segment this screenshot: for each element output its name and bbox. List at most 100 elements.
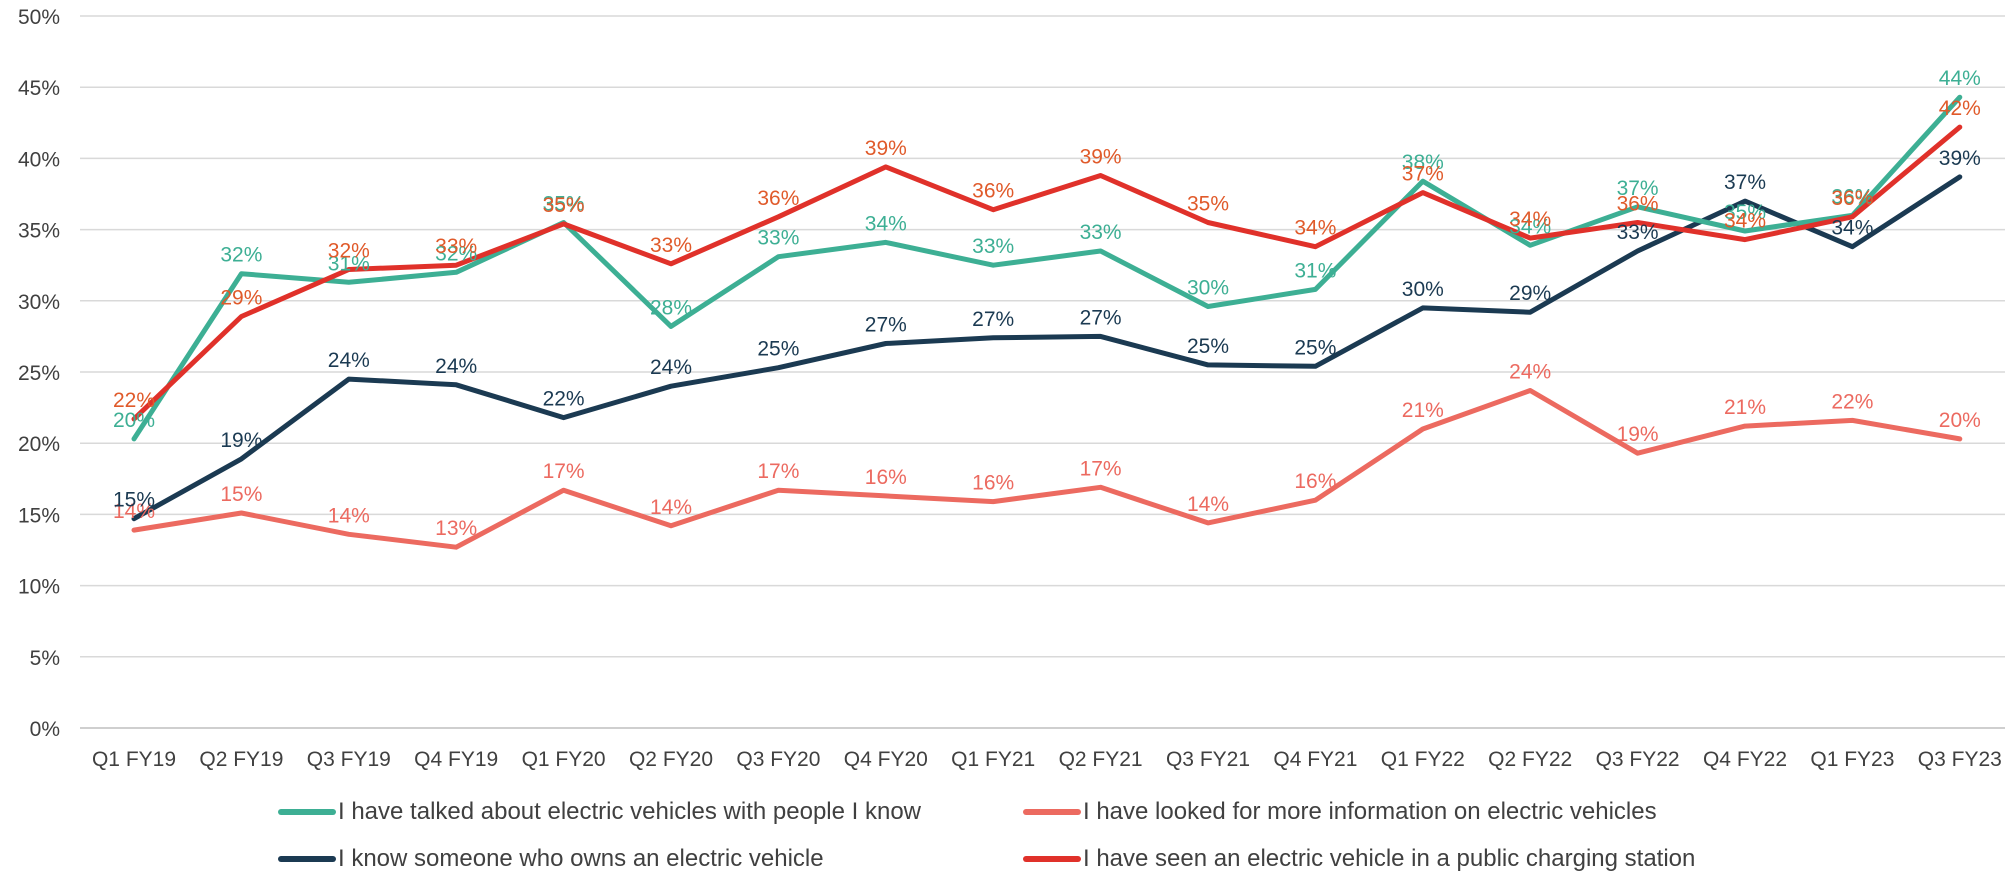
- legend-swatch-know-owner: [278, 856, 336, 862]
- data-label: 14%: [113, 500, 155, 523]
- y-tick-label: 45%: [18, 77, 60, 100]
- data-label: 39%: [865, 137, 907, 160]
- x-tick-label: Q4 FY21: [1273, 748, 1357, 771]
- data-label: 34%: [1509, 208, 1551, 231]
- data-label: 16%: [865, 466, 907, 489]
- data-label: 35%: [543, 192, 585, 215]
- data-label: 33%: [1617, 221, 1659, 244]
- data-label: 22%: [1831, 390, 1873, 413]
- data-label: 22%: [113, 389, 155, 412]
- gridlines: [80, 15, 2005, 729]
- data-label: 27%: [972, 308, 1014, 331]
- x-axis-ticks: Q1 FY19 Q2 FY19 Q3 FY19 Q4 FY19 Q1 FY20 Q2 FY…: [92, 748, 2002, 771]
- y-tick-label: 20%: [18, 433, 60, 456]
- data-label: 14%: [328, 504, 370, 527]
- legend-label-talked: I have talked about electric vehicles wi…: [338, 798, 921, 825]
- series-line: [131, 94, 1963, 442]
- data-label: 36%: [1617, 192, 1659, 215]
- data-label: 33%: [972, 235, 1014, 258]
- data-label: 37%: [1402, 163, 1444, 186]
- data-label: 32%: [328, 239, 370, 262]
- y-tick-label: 0%: [30, 718, 60, 741]
- data-label: 35%: [1724, 201, 1766, 224]
- data-label: 34%: [1831, 217, 1873, 240]
- x-tick-label: Q3 FY21: [1166, 748, 1250, 771]
- data-label: 24%: [435, 355, 477, 378]
- data-label: 17%: [757, 460, 799, 483]
- data-label: 17%: [1080, 457, 1122, 480]
- y-tick-label: 10%: [18, 576, 60, 599]
- x-tick-label: Q1 FY21: [951, 748, 1035, 771]
- x-tick-label: Q2 FY22: [1488, 748, 1572, 771]
- y-tick-label: 15%: [18, 504, 60, 527]
- data-label: 34%: [865, 212, 907, 235]
- data-label: 14%: [1187, 493, 1229, 516]
- data-label: 24%: [328, 349, 370, 372]
- data-label: 16%: [1294, 470, 1336, 493]
- y-tick-label: 35%: [18, 220, 60, 243]
- data-label: 17%: [543, 460, 585, 483]
- data-label: 37%: [1617, 177, 1659, 200]
- data-label: 15%: [220, 483, 262, 506]
- y-tick-label: 30%: [18, 291, 60, 314]
- data-label: 33%: [650, 234, 692, 257]
- data-label: 20%: [1939, 409, 1981, 432]
- x-tick-label: Q2 FY21: [1059, 748, 1143, 771]
- data-label: 44%: [1939, 67, 1981, 90]
- x-tick-label: Q3 FY20: [736, 748, 820, 771]
- data-label: 38%: [1402, 151, 1444, 174]
- legend-item-talked: I have talked about electric vehicles wi…: [278, 798, 921, 826]
- legend-label-know-owner: I know someone who owns an electric vehi…: [338, 845, 824, 872]
- data-label: 29%: [1509, 282, 1551, 305]
- legend-item-seen-charging: I have seen an electric vehicle in a pub…: [1023, 845, 1695, 873]
- data-label: 21%: [1724, 396, 1766, 419]
- series-line: [131, 174, 1963, 522]
- x-tick-label: Q2 FY19: [199, 748, 283, 771]
- legend-swatch-looked: [1023, 809, 1081, 815]
- data-label: 36%: [757, 187, 799, 210]
- data-label: 25%: [757, 338, 799, 361]
- x-tick-label: Q1 FY20: [522, 748, 606, 771]
- legend-swatch-seen-charging: [1023, 856, 1081, 862]
- data-label: 30%: [1402, 278, 1444, 301]
- data-label: 37%: [1724, 171, 1766, 194]
- data-label: 20%: [113, 409, 155, 432]
- y-tick-label: 5%: [30, 647, 60, 670]
- data-label: 21%: [1402, 399, 1444, 422]
- data-label: 22%: [543, 388, 585, 411]
- data-label: 31%: [328, 252, 370, 275]
- x-tick-label: Q2 FY20: [629, 748, 713, 771]
- data-label: 36%: [1831, 185, 1873, 208]
- data-label: 31%: [1294, 259, 1336, 282]
- data-label: 33%: [435, 235, 477, 258]
- data-label: 24%: [1509, 361, 1551, 384]
- legend-label-seen-charging: I have seen an electric vehicle in a pub…: [1083, 845, 1696, 872]
- data-label: 30%: [1187, 276, 1229, 299]
- x-tick-label: Q1 FY19: [92, 748, 176, 771]
- data-label: 35%: [543, 194, 585, 217]
- data-label: 25%: [1187, 335, 1229, 358]
- data-label: 33%: [757, 227, 799, 250]
- data-label: 34%: [1724, 210, 1766, 233]
- data-label: 19%: [220, 429, 262, 452]
- data-label: 32%: [435, 242, 477, 265]
- x-tick-label: Q1 FY22: [1381, 748, 1465, 771]
- x-tick-label: Q4 FY22: [1703, 748, 1787, 771]
- y-axis-ticks: 0% 5% 10% 15% 20% 25% 30% 35% 40% 45% 50%: [18, 6, 60, 741]
- data-label: 34%: [1509, 215, 1551, 238]
- legend-item-know-owner: I know someone who owns an electric vehi…: [278, 845, 824, 873]
- data-label: 35%: [1187, 192, 1229, 215]
- data-label: 13%: [435, 517, 477, 540]
- y-tick-label: 50%: [18, 6, 60, 29]
- data-label: 39%: [1080, 145, 1122, 168]
- x-tick-label: Q4 FY19: [414, 748, 498, 771]
- data-label: 36%: [1831, 187, 1873, 210]
- data-label: 34%: [1294, 217, 1336, 240]
- series-line: [131, 124, 1963, 422]
- data-label: 19%: [1617, 423, 1659, 446]
- legend-item-looked: I have looked for more information on el…: [1023, 798, 1657, 826]
- data-label: 24%: [650, 356, 692, 379]
- x-tick-label: Q3 FY22: [1596, 748, 1680, 771]
- series-lines: [131, 94, 1963, 550]
- data-label: 33%: [1080, 221, 1122, 244]
